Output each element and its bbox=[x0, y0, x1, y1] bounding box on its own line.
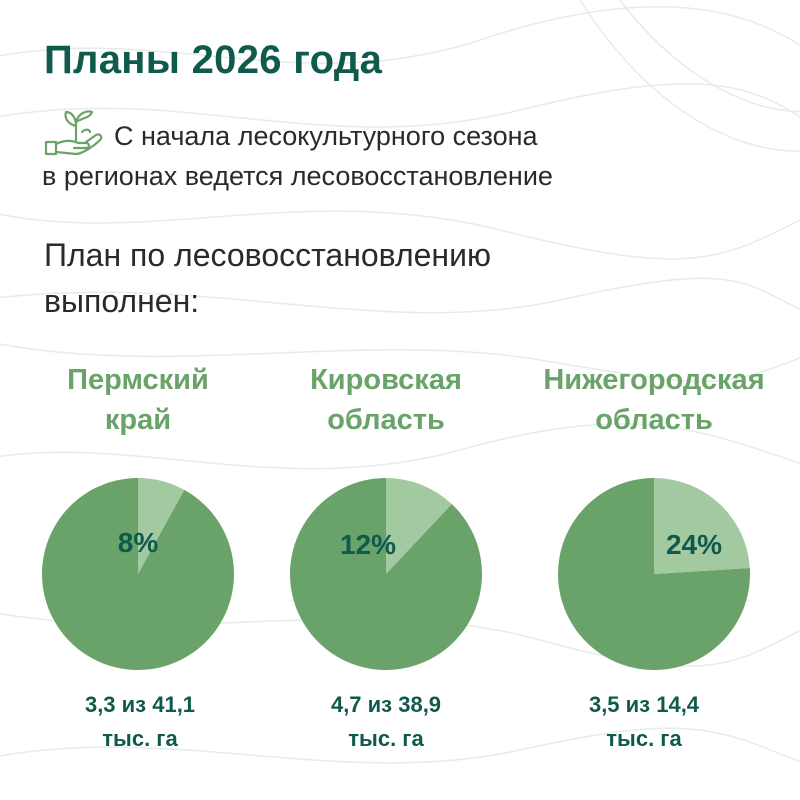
amount-perm: 3,3 из 41,1 тыс. га bbox=[10, 688, 270, 756]
region-name-line-1: Кировская bbox=[310, 364, 462, 396]
amount-line-2: тыс. га bbox=[606, 726, 682, 751]
amount-line-1: 4,7 из 38,9 bbox=[330, 692, 442, 717]
pie-percent-label: 24% bbox=[666, 529, 722, 560]
pie-percent-label: 8% bbox=[118, 527, 159, 558]
plan-heading-line-1: План по лесовосстановлению bbox=[44, 237, 491, 273]
pie-percent-label: 12% bbox=[340, 529, 396, 560]
pie-slice-completed bbox=[654, 478, 750, 574]
pie-chart-perm: 8% bbox=[41, 478, 234, 670]
region-name: Кировская область bbox=[256, 360, 516, 444]
region-name-line-2: область bbox=[327, 404, 445, 436]
intro-line-2: в регионах ведется лесовосстановление bbox=[42, 161, 553, 191]
amount-line-1: 3,5 из 14,4 bbox=[588, 692, 700, 717]
pie-slice-remaining bbox=[41, 478, 234, 670]
region-name: Пермский край bbox=[8, 360, 268, 444]
intro-text: С начала лесокультурного сезона в регион… bbox=[42, 110, 762, 196]
region-name: Нижегородская область bbox=[524, 360, 784, 444]
intro-line-1: С начала лесокультурного сезона bbox=[114, 121, 538, 151]
region-name-line-2: край bbox=[104, 404, 172, 436]
region-name-line-1: Нижегородская bbox=[543, 364, 765, 396]
region-column-nizhny: Нижегородская область 24% bbox=[524, 360, 784, 674]
region-column-perm: Пермский край 8% bbox=[8, 360, 268, 674]
amount-line-2: тыс. га bbox=[348, 726, 424, 751]
amount-line-1: 3,3 из 41,1 bbox=[84, 692, 196, 717]
amount-line-2: тыс. га bbox=[102, 726, 178, 751]
pie-chart-kirov: 12% bbox=[290, 478, 482, 670]
region-name-line-2: область bbox=[595, 404, 713, 436]
pie-slice-completed bbox=[386, 478, 452, 574]
plant-in-hand-icon bbox=[44, 110, 103, 156]
plan-heading: План по лесовосстановлению выполнен: bbox=[44, 232, 644, 324]
plan-heading-line-2: выполнен: bbox=[44, 283, 200, 319]
amount-nizhny: 3,5 из 14,4 тыс. га bbox=[514, 688, 774, 756]
region-column-kirov: Кировская область 12% bbox=[256, 360, 516, 674]
page-title: Планы 2026 года bbox=[44, 38, 383, 82]
pie-slice-completed bbox=[138, 478, 185, 574]
region-name-line-1: Пермский bbox=[67, 364, 209, 396]
pie-chart-nizhny: 24% bbox=[558, 478, 750, 670]
amount-kirov: 4,7 из 38,9 тыс. га bbox=[256, 688, 516, 756]
